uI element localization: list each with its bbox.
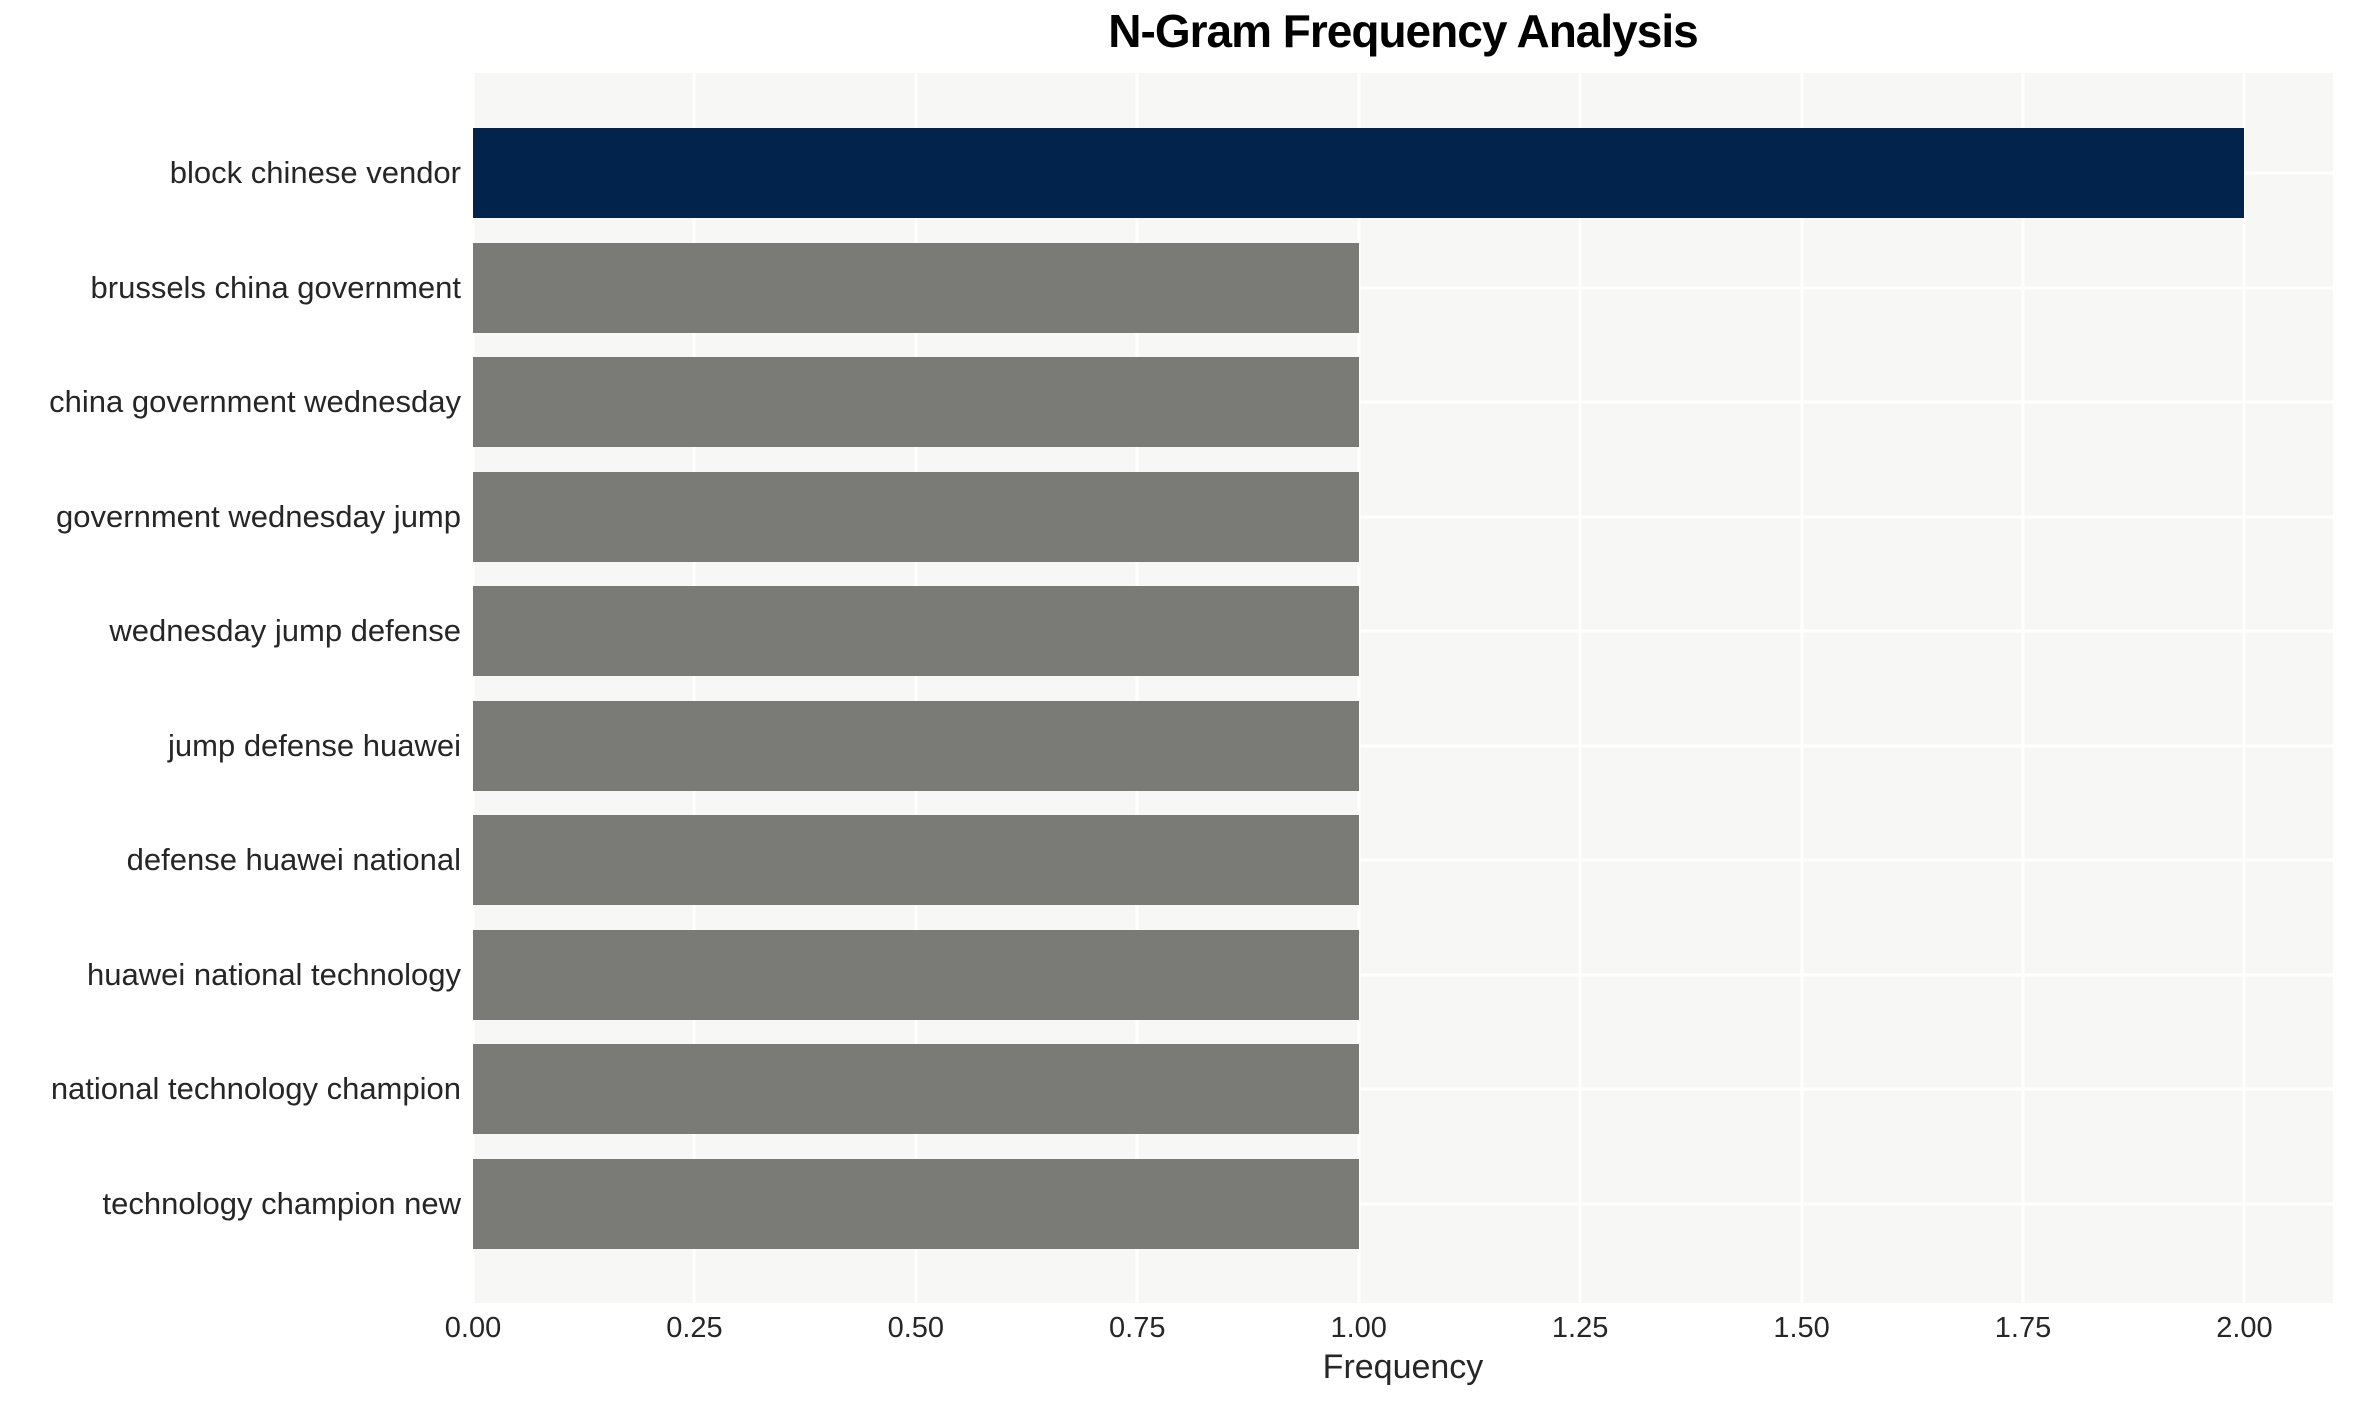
x-axis-tick-label: 0.50: [887, 1312, 945, 1344]
x-axis-tick-label: 0.25: [666, 1312, 723, 1344]
bar: [473, 1044, 1359, 1134]
gridline-horizontal: [473, 858, 2333, 862]
bar: [473, 471, 1359, 562]
bar: [473, 357, 1359, 447]
gridline-horizontal: [473, 286, 2333, 289]
y-axis-label: brussels china government: [90, 269, 461, 305]
y-axis-label: huawei national technology: [87, 956, 461, 992]
bar: [473, 815, 1359, 905]
plot-area: [471, 73, 2333, 1303]
gridline-horizontal: [473, 973, 2333, 976]
gridline-vertical: [1578, 73, 1582, 1303]
gridline-horizontal: [473, 1087, 2333, 1091]
y-axis-label: national technology champion: [50, 1071, 461, 1106]
bar: [473, 700, 1359, 791]
x-axis-title: Frequency: [1322, 1348, 1484, 1386]
gridline-vertical: [2242, 73, 2246, 1303]
bar: [473, 586, 1359, 676]
x-axis-tick-label: 1.50: [1773, 1312, 1830, 1344]
bar: [473, 242, 1359, 333]
chart-title: N-Gram Frequency Analysis: [1108, 5, 1698, 57]
y-axis-label: technology champion new: [102, 1185, 461, 1221]
x-axis-tick-label: 0.75: [1109, 1312, 1166, 1344]
x-axis-ticks: 0.00 0.25 0.50 0.75 1.00 1.25 1.50 1.75 2.00: [445, 1312, 2333, 1352]
gridline-vertical: [1135, 73, 1139, 1303]
gridline-horizontal: [473, 400, 2333, 404]
y-axis-label: government wednesday jump: [56, 498, 461, 534]
gridline-horizontal: [473, 515, 2333, 518]
gridline-vertical: [2021, 73, 2025, 1303]
x-axis-tick-label: 1.00: [1330, 1312, 1387, 1344]
bar: [473, 128, 2245, 218]
y-axis-label: jump defense huawei: [168, 727, 461, 763]
bar: [473, 1158, 1359, 1249]
gridline-horizontal: [473, 744, 2333, 747]
gridline-vertical: [1800, 73, 1804, 1303]
y-axis-labels: block chinese vendor brussels china gover…: [0, 73, 461, 1303]
gridline-vertical: [471, 73, 475, 1303]
x-axis-tick-label: 1.75: [1994, 1312, 2052, 1344]
x-axis-tick-label: 0.00: [444, 1312, 502, 1344]
gridline-horizontal: [473, 629, 2333, 633]
x-axis-tick-label: 1.25: [1551, 1312, 1609, 1344]
y-axis-label: block chinese vendor: [169, 155, 461, 190]
gridline-vertical: [914, 73, 918, 1303]
gridline-vertical: [692, 73, 696, 1303]
gridline-vertical: [1357, 73, 1361, 1303]
y-axis-label: defense huawei national: [126, 842, 461, 877]
y-axis-label: china government wednesday: [49, 384, 461, 419]
y-axis-label: wednesday jump defense: [109, 613, 461, 648]
x-axis-tick-label: 2.00: [2216, 1312, 2273, 1344]
bar: [473, 929, 1359, 1020]
gridline-horizontal: [473, 1202, 2333, 1205]
